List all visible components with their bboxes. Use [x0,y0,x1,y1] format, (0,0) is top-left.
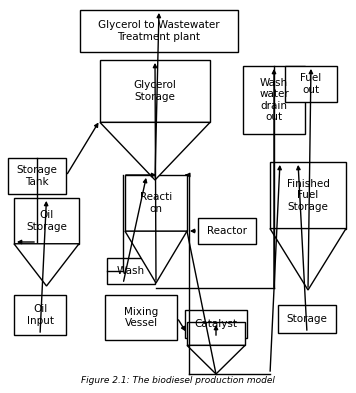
Bar [270,162,346,229]
Bar [14,295,66,335]
Text: Storage: Storage [287,314,328,324]
Bar [105,295,177,340]
Bar [185,310,247,338]
Bar [8,158,66,194]
Text: Wash: Wash [117,266,145,276]
Text: Wash
water
drain
out: Wash water drain out [259,77,289,122]
Polygon shape [187,345,245,374]
Text: Glycerol
Storage: Glycerol Storage [134,81,177,102]
Bar [187,322,245,345]
Text: Oil
Storage: Oil Storage [26,210,67,232]
Text: Catalyst: Catalyst [194,319,237,329]
Text: Storage
Tank: Storage Tank [17,165,57,187]
Bar [100,60,210,122]
Text: Finished
Fuel
Storage: Finished Fuel Storage [287,179,329,212]
Text: Fuel
out: Fuel out [300,73,321,95]
Polygon shape [125,231,187,283]
Bar [80,10,238,52]
Bar [107,258,155,284]
Text: Glycerol to Wastewater
Treatment plant: Glycerol to Wastewater Treatment plant [98,20,220,42]
Bar [125,175,187,231]
Text: Mixing
Vessel: Mixing Vessel [124,307,158,328]
Polygon shape [100,122,210,180]
Text: Reactor: Reactor [207,226,247,236]
Text: Oil
Input: Oil Input [26,304,53,326]
Polygon shape [14,244,79,286]
Bar [278,305,336,333]
Text: Reacti
on: Reacti on [140,192,172,214]
Bar [14,198,79,244]
Bar [198,218,256,244]
Bar [285,66,337,102]
Polygon shape [270,229,346,290]
Text: Figure 2.1: The biodiesel production model: Figure 2.1: The biodiesel production mod… [81,376,275,385]
Bar [243,66,305,134]
